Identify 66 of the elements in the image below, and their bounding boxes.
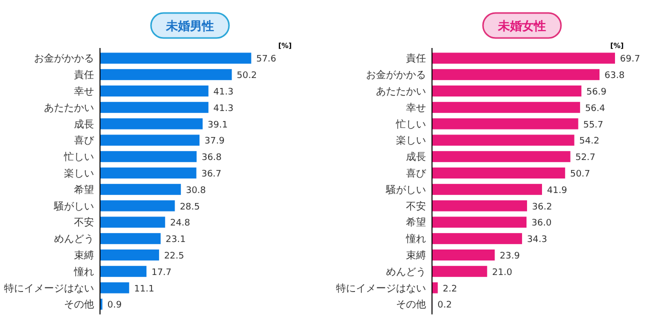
data-label: 11.1 xyxy=(134,284,154,294)
data-label: 54.2 xyxy=(579,136,600,147)
data-label: 50.2 xyxy=(236,71,257,82)
y-tick-label: 楽しい xyxy=(64,168,94,180)
data-label: 22.5 xyxy=(164,252,184,262)
data-label: 52.7 xyxy=(575,153,596,164)
data-label: 56.9 xyxy=(586,88,607,98)
y-tick-label: 責任 xyxy=(406,52,426,65)
data-label: 23.9 xyxy=(500,252,520,262)
data-label: 24.8 xyxy=(170,218,190,229)
y-tick-label: あたたかい xyxy=(376,86,426,98)
y-tick-label: お金がかかる xyxy=(34,52,94,65)
y-tick-label: 憧れ xyxy=(73,266,94,278)
y-tick-label: 騒がしい xyxy=(53,201,94,212)
y-tick-label: めんどう xyxy=(386,266,426,278)
y-tick-label: 特にイメージはない xyxy=(336,282,426,294)
data-label: 21.0 xyxy=(492,268,512,278)
data-label: 63.8 xyxy=(604,71,625,82)
y-tick-label: 喜び xyxy=(74,134,95,147)
data-label: 57.6 xyxy=(256,54,277,65)
y-tick-label: 忙しい xyxy=(63,151,94,164)
chart-title: 未婚女性 xyxy=(497,19,546,33)
y-tick-label: 幸せ xyxy=(406,102,426,114)
data-label: 41.3 xyxy=(213,104,234,114)
data-label: 2.2 xyxy=(442,284,458,294)
data-label: 23.1 xyxy=(166,235,186,246)
y-tick-label: その他 xyxy=(396,298,426,311)
data-label: 0.2 xyxy=(438,300,452,311)
data-label: 17.7 xyxy=(151,268,172,278)
data-label: 56.4 xyxy=(585,104,606,114)
data-label: 36.7 xyxy=(201,170,222,180)
data-label: 41.9 xyxy=(547,186,568,196)
y-tick-label: 希望 xyxy=(74,184,94,196)
y-tick-label: 喜び xyxy=(406,168,427,180)
data-label: 36.2 xyxy=(532,202,552,212)
y-tick-label: 責任 xyxy=(74,69,94,82)
data-label: 55.7 xyxy=(583,120,604,130)
chart-title: 未婚男性 xyxy=(165,19,214,33)
y-tick-label: あたたかい xyxy=(44,102,94,114)
y-tick-label: その他 xyxy=(64,298,94,311)
data-label: 30.8 xyxy=(186,186,206,196)
data-label: 28.5 xyxy=(180,202,200,212)
y-tick-label: 騒がしい xyxy=(385,184,426,196)
data-label: 34.3 xyxy=(527,235,548,246)
data-label: 39.1 xyxy=(208,120,228,130)
y-tick-label: 楽しい xyxy=(396,134,426,147)
y-tick-label: 束縛 xyxy=(74,250,94,262)
y-tick-label: 不安 xyxy=(74,216,94,229)
data-label: 50.7 xyxy=(570,170,590,180)
data-label: 36.8 xyxy=(202,153,222,164)
y-tick-label: 成長 xyxy=(406,151,426,164)
y-tick-label: めんどう xyxy=(54,234,94,246)
data-label: 36.0 xyxy=(532,218,552,229)
y-tick-label: 束縛 xyxy=(406,250,426,262)
y-tick-label: 幸せ xyxy=(74,86,94,98)
data-label: 69.7 xyxy=(620,54,640,65)
y-tick-label: 不安 xyxy=(406,200,426,212)
y-tick-label: 憧れ xyxy=(405,233,426,246)
y-tick-label: 希望 xyxy=(406,216,426,229)
data-label: 0.9 xyxy=(107,300,122,311)
data-label: 41.3 xyxy=(213,88,234,98)
y-tick-label: お金がかかる xyxy=(366,69,426,82)
data-label: 37.9 xyxy=(204,136,225,147)
y-tick-label: 忙しい xyxy=(395,118,426,130)
y-tick-label: 特にイメージはない xyxy=(4,282,94,294)
y-tick-label: 成長 xyxy=(74,118,94,130)
